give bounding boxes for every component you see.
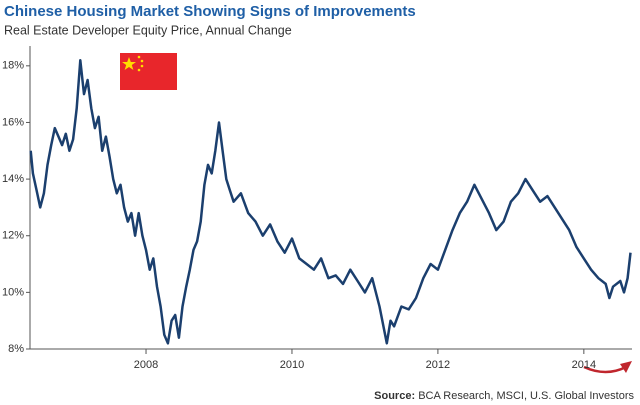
y-tick-label: 18% [2, 60, 24, 72]
arrow [583, 361, 632, 374]
y-tick-label: 8% [8, 343, 24, 355]
x-tick-label: 2014 [572, 359, 596, 371]
chart-title: Chinese Housing Market Showing Signs of … [4, 3, 416, 20]
source: Source: BCA Research, MSCI, U.S. Global … [374, 390, 634, 402]
y-tick-label: 16% [2, 116, 24, 128]
y-tick-label: 12% [2, 230, 24, 242]
line [29, 58, 632, 345]
y-tick-label: 14% [2, 173, 24, 185]
chart-subtitle: Real Estate Developer Equity Price, Annu… [4, 23, 292, 37]
x-tick-label: 2008 [134, 359, 158, 371]
source-text: BCA Research, MSCI, U.S. Global Investor… [418, 390, 634, 402]
x-tick-label: 2010 [280, 359, 304, 371]
y-tick-label: 10% [2, 286, 24, 298]
source-label: Source: [374, 390, 415, 402]
x-tick-label: 2012 [426, 359, 450, 371]
flag [120, 53, 177, 90]
